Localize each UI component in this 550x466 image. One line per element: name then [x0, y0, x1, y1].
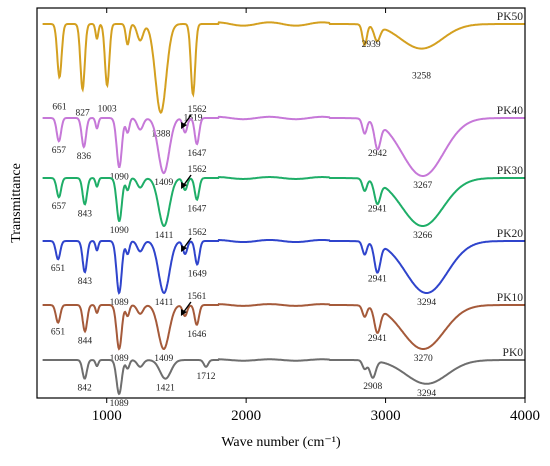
peak-label: 1561: [187, 292, 206, 302]
arrow-head: [181, 182, 188, 189]
peak-label: 2941: [368, 205, 387, 215]
series-label-pk10: PK10: [497, 292, 523, 304]
series-label-pk20: PK20: [497, 228, 523, 240]
series-line-pk10: [42, 302, 525, 351]
peak-label: 3267: [413, 181, 432, 191]
peak-label: 1619: [184, 114, 203, 124]
peak-label: 1089: [110, 298, 129, 308]
series-line-pk20: [42, 239, 525, 295]
x-tick-label: 2000: [231, 408, 261, 424]
peak-label: 3266: [413, 231, 432, 241]
arrow-head: [181, 122, 188, 129]
peak-label: 1421: [156, 384, 175, 394]
peak-label: 842: [78, 384, 93, 394]
peak-label: 657: [52, 202, 67, 212]
peak-label: 1712: [196, 372, 215, 382]
series-label-pk40: PK40: [497, 105, 523, 117]
series-line-pk0: [42, 358, 525, 396]
series-line-pk50: [42, 21, 525, 114]
peak-label: 1647: [187, 149, 206, 159]
peak-label: 827: [75, 109, 90, 119]
peak-label: 1411: [155, 298, 174, 308]
peak-label: 1411: [155, 231, 174, 241]
series-label-pk50: PK50: [497, 11, 523, 23]
peak-label: 651: [51, 328, 66, 338]
x-axis-label: Wave number (cm⁻¹): [221, 435, 341, 450]
series-label-pk30: PK30: [497, 165, 523, 177]
peak-label: 2942: [368, 149, 387, 159]
peak-label: 3270: [414, 354, 433, 364]
peak-label: 1562: [188, 228, 207, 238]
peak-label: 661: [52, 102, 67, 112]
peak-label: 3258: [412, 72, 431, 82]
series-line-pk40: [42, 115, 525, 177]
peak-label: 2941: [368, 275, 387, 285]
y-axis-label: Transmittance: [9, 163, 24, 243]
peak-label: 843: [78, 209, 93, 219]
peak-label: 3294: [417, 389, 436, 399]
peak-label: 1409: [154, 178, 173, 188]
plot-frame: [36, 7, 526, 399]
peak-label: 1562: [188, 165, 207, 175]
peak-label: 1409: [154, 354, 173, 364]
x-tick-label: 3000: [371, 408, 401, 424]
peak-label: 1646: [187, 330, 206, 340]
series-line-pk30: [42, 176, 525, 228]
arrow-head: [181, 245, 188, 252]
peak-label: 836: [77, 152, 92, 162]
peak-label: 844: [78, 336, 93, 346]
peak-label: 1090: [110, 172, 129, 182]
peak-label: 3294: [417, 298, 436, 308]
peak-label: 1089: [110, 399, 129, 409]
peak-label: 1090: [110, 226, 129, 236]
peak-label: 2908: [363, 382, 382, 392]
peak-label: 2941: [368, 334, 387, 344]
peak-label: 1649: [188, 269, 207, 279]
x-tick-label: 4000: [510, 408, 540, 424]
peak-label: 843: [78, 277, 93, 287]
peak-label: 1003: [98, 105, 117, 115]
series-label-pk0: PK0: [503, 347, 524, 359]
peak-label: 1089: [110, 354, 129, 364]
arrow-head: [180, 309, 187, 316]
peak-label: 1647: [187, 205, 206, 215]
peak-label: 651: [51, 264, 66, 274]
peak-label: 1388: [151, 130, 170, 140]
peak-label: 2939: [362, 40, 381, 50]
x-tick-label: 1000: [92, 408, 122, 424]
peak-label: 1562: [188, 105, 207, 115]
peak-label: 657: [52, 146, 67, 156]
